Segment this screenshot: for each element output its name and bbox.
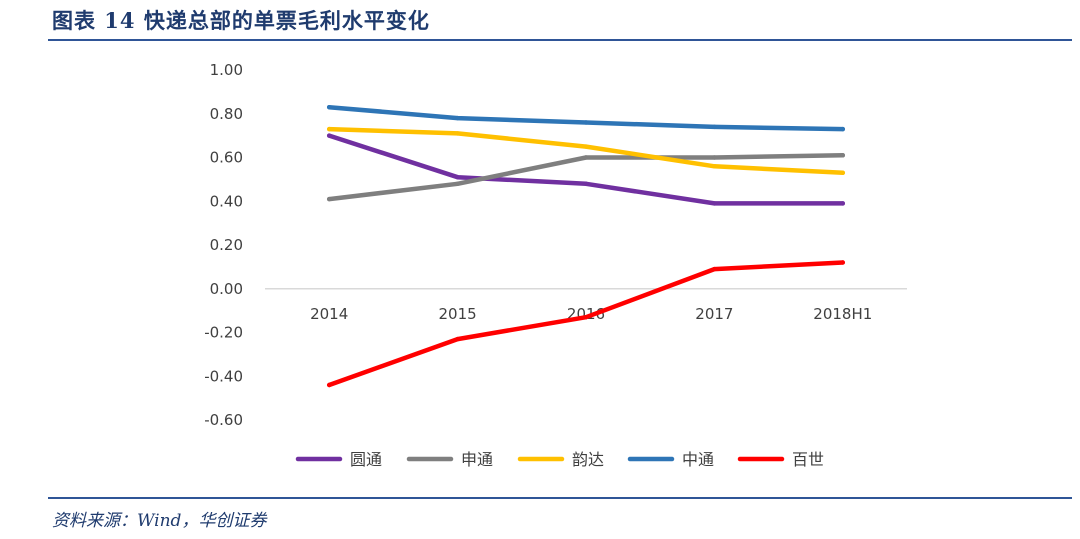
data-point	[712, 124, 717, 130]
y-tick-label: 0.00	[210, 280, 243, 298]
data-point	[583, 144, 589, 149]
data-point	[712, 164, 717, 169]
y-tick-label: 0.40	[210, 192, 243, 210]
figure-title: 图表 14 快递总部的单票毛利水平变化	[52, 8, 430, 33]
series-line-3	[326, 126, 846, 176]
data-point	[583, 120, 589, 125]
legend-label: 韵达	[572, 450, 604, 469]
footer-divider	[48, 497, 1072, 499]
data-point	[840, 201, 845, 206]
data-point	[455, 174, 460, 180]
data-point	[455, 115, 460, 121]
x-tick-label: 2017	[695, 305, 733, 323]
series-line-4	[326, 104, 846, 132]
data-point	[712, 201, 717, 206]
legend-label: 中通	[682, 450, 714, 469]
series-lines	[326, 104, 846, 388]
y-tick-label: -0.20	[204, 324, 243, 342]
x-tick-label: 2018H1	[813, 305, 872, 323]
data-point	[840, 260, 845, 265]
y-tick-label: -0.60	[204, 411, 243, 429]
data-point	[840, 126, 845, 132]
source-note: 资料来源：Wind，华创证券	[52, 511, 267, 531]
data-point	[455, 336, 460, 342]
data-point	[840, 153, 845, 158]
data-point	[583, 181, 589, 186]
header-divider	[48, 39, 1072, 41]
x-tick-label: 2014	[310, 305, 348, 323]
data-point	[327, 126, 332, 132]
data-point	[840, 170, 845, 176]
legend: 圆通 申通 韵达 中通 百世	[295, 450, 824, 469]
data-point	[327, 382, 332, 388]
data-point	[583, 314, 589, 320]
legend-label: 百世	[792, 450, 824, 469]
y-tick-label: -0.40	[204, 367, 243, 385]
y-tick-label: 1.00	[210, 61, 243, 79]
data-point	[455, 131, 460, 136]
legend-label: 申通	[461, 450, 493, 469]
x-tick-label: 2015	[439, 305, 477, 323]
series-line-5	[326, 260, 846, 388]
y-tick-label: 0.20	[210, 236, 243, 254]
x-axis: 2014 2015 2016 2017 2018H1	[310, 305, 872, 323]
data-point	[583, 155, 589, 160]
y-axis: 1.00 0.80 0.60 0.40 0.20 0.00 -0.20 -0.40 -0.60	[204, 61, 243, 429]
y-tick-label: 0.60	[210, 149, 243, 167]
data-point	[712, 266, 717, 272]
data-point	[327, 196, 332, 202]
legend-label: 圆通	[350, 450, 382, 469]
y-tick-label: 0.80	[210, 105, 243, 123]
data-point	[327, 104, 332, 110]
data-point	[327, 133, 332, 138]
data-point	[455, 181, 460, 186]
data-point	[712, 155, 717, 160]
